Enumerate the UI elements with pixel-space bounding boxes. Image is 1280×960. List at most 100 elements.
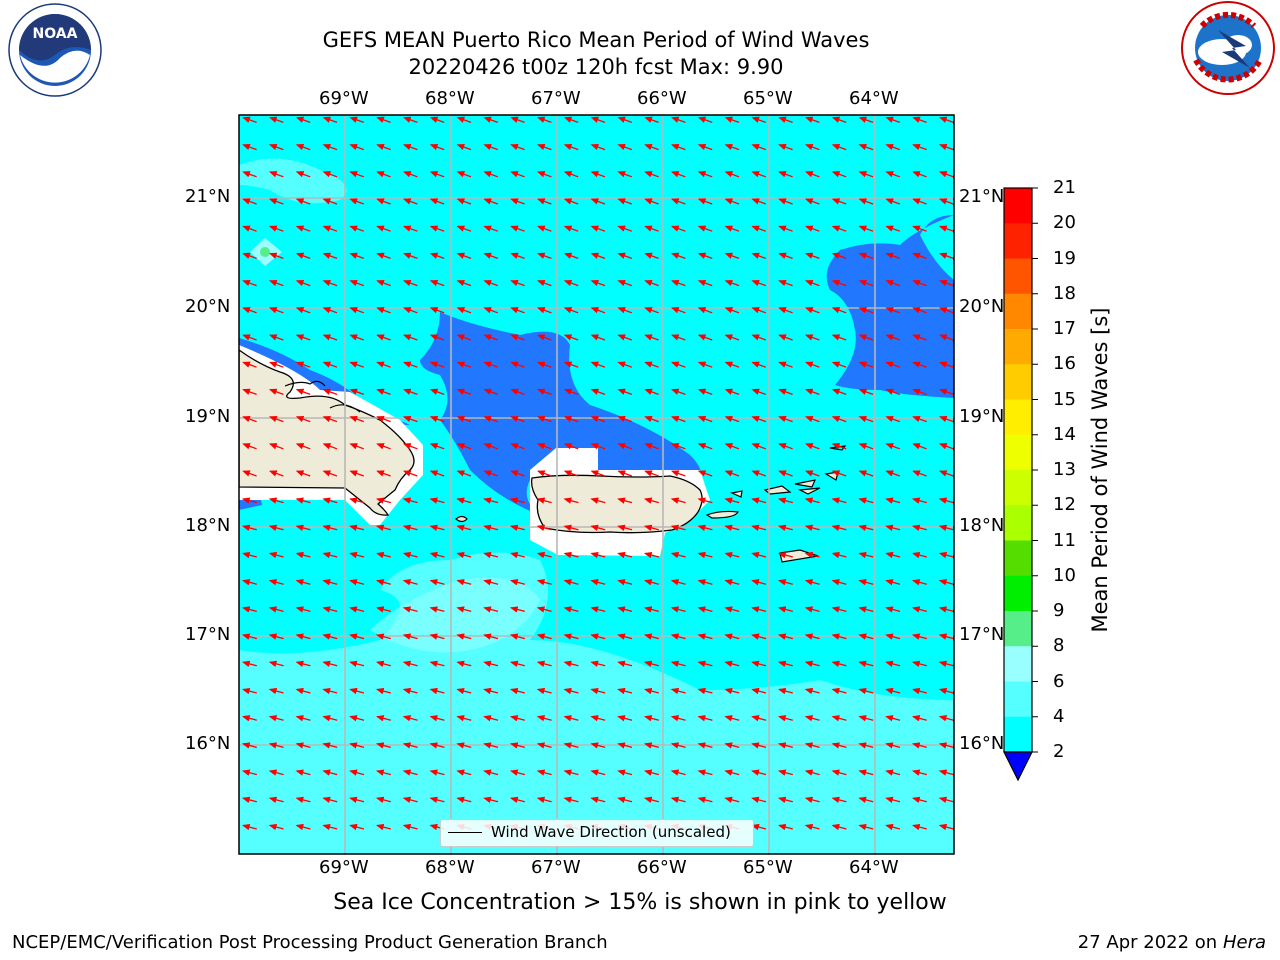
direction-arrow	[724, 361, 740, 368]
direction-arrow	[938, 633, 954, 640]
direction-arrow	[402, 252, 418, 260]
direction-arrow	[643, 796, 659, 804]
direction-arrow	[563, 470, 579, 477]
direction-arrow	[724, 633, 740, 640]
direction-arrow	[268, 769, 284, 776]
direction-arrow	[349, 279, 365, 287]
direction-arrow	[268, 823, 284, 831]
direction-arrow	[322, 524, 338, 532]
direction-arrow	[617, 252, 633, 260]
direction-arrow	[375, 551, 391, 559]
direction-arrow	[751, 524, 767, 532]
direction-arrow	[563, 551, 579, 559]
direction-arrow	[885, 606, 901, 613]
direction-arrow	[536, 116, 552, 124]
lat-label-right-2: 20°N	[959, 296, 1005, 317]
direction-arrow	[885, 171, 901, 178]
direction-arrow	[617, 524, 633, 532]
direction-arrow	[938, 579, 954, 586]
lat-label-left-4: 18°N	[185, 515, 231, 536]
direction-arrow	[697, 334, 713, 341]
land-hispaniola	[239, 349, 415, 516]
map-frame	[238, 114, 955, 855]
direction-arrow	[885, 687, 901, 695]
direction-arrow	[938, 388, 954, 396]
direction-arrow	[885, 823, 901, 831]
direction-arrow	[912, 334, 927, 341]
lat-label-left-2: 20°N	[185, 296, 231, 317]
lon-label-bottom-6: 64°W	[849, 857, 899, 878]
direction-arrow	[751, 823, 767, 831]
colorbar-band	[1004, 681, 1032, 718]
direction-arrow	[670, 769, 686, 776]
direction-arrow	[617, 579, 633, 586]
colorbar-tick-label: 12	[1053, 494, 1076, 516]
direction-arrow	[375, 633, 391, 640]
direction-arrow	[242, 279, 257, 287]
direction-arrow	[644, 334, 659, 341]
direction-arrow	[858, 443, 874, 450]
direction-arrow	[322, 715, 338, 722]
direction-arrow	[375, 823, 391, 831]
map-legend: Wind Wave Direction (unscaled)	[440, 819, 754, 847]
direction-arrow	[536, 579, 552, 586]
direction-arrow	[456, 415, 472, 423]
direction-arrow	[697, 715, 713, 722]
direction-arrow	[831, 715, 847, 722]
footer-host: Hera	[1222, 932, 1266, 953]
direction-arrow	[590, 388, 606, 396]
direction-arrow	[885, 579, 901, 586]
direction-arrow	[563, 116, 579, 124]
direction-arrow	[510, 225, 525, 232]
direction-arrow	[429, 143, 445, 151]
direction-arrow	[456, 497, 472, 504]
island-vieques	[705, 510, 739, 519]
direction-arrow	[858, 742, 874, 749]
direction-arrow	[402, 497, 418, 504]
direction-arrow	[804, 252, 820, 260]
direction-arrow	[697, 524, 713, 532]
direction-arrow	[483, 116, 499, 124]
direction-arrow	[911, 551, 927, 559]
direction-arrow	[402, 823, 418, 831]
direction-arrow	[563, 606, 579, 613]
direction-arrow	[456, 742, 472, 749]
direction-arrow	[456, 143, 472, 151]
direction-arrow	[644, 225, 659, 232]
island-virgin-islands	[763, 471, 839, 495]
direction-arrow	[912, 225, 927, 232]
direction-arrow	[268, 742, 284, 749]
direction-arrow	[885, 361, 901, 368]
direction-arrow	[456, 606, 472, 613]
lon-label-bottom-1: 69°W	[319, 857, 369, 878]
direction-arrow	[563, 660, 579, 668]
direction-arrow	[483, 252, 499, 260]
lon-label-bottom-4: 66°W	[637, 857, 687, 878]
direction-arrow	[241, 715, 257, 722]
direction-arrow	[858, 198, 874, 205]
direction-arrow	[724, 769, 740, 776]
direction-arrow	[617, 116, 633, 124]
direction-arrow	[912, 443, 927, 450]
direction-arrow	[429, 796, 445, 804]
direction-arrow	[643, 742, 659, 749]
colorbar-tick-label: 16	[1053, 353, 1076, 375]
direction-arrow	[402, 388, 418, 396]
direction-arrow	[831, 470, 847, 477]
direction-arrow	[670, 279, 686, 287]
direction-arrow	[295, 252, 311, 260]
direction-arrow	[322, 225, 338, 232]
direction-arrow	[429, 361, 445, 368]
direction-arrow	[724, 334, 740, 341]
direction-arrow	[858, 715, 874, 722]
direction-arrow	[617, 334, 633, 341]
direction-arrow	[268, 606, 284, 613]
direction-arrow	[563, 443, 579, 450]
direction-arrow	[510, 334, 525, 341]
direction-arrow	[670, 633, 686, 640]
direction-arrow	[509, 551, 525, 559]
direction-arrow	[456, 252, 472, 260]
direction-arrow	[777, 769, 793, 776]
direction-arrow	[268, 171, 284, 178]
direction-arrow	[402, 769, 418, 776]
